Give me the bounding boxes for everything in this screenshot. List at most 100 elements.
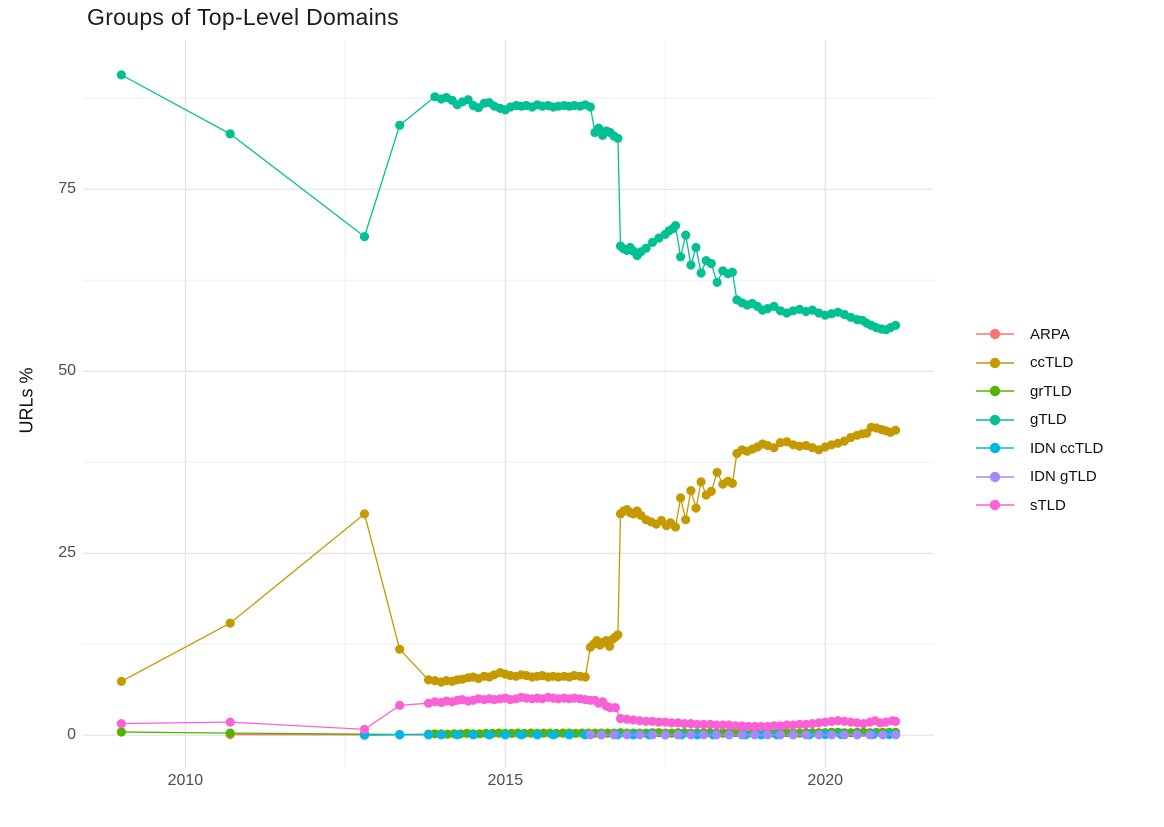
data-point-gtld: [116, 70, 126, 80]
legend-key-dot: [989, 471, 1001, 482]
legend-key-dot: [989, 329, 1001, 340]
data-point-stld: [654, 717, 664, 727]
data-point-stld: [711, 720, 722, 730]
legend-key-icon: [976, 329, 1014, 340]
data-point-idn-cctld: [484, 730, 494, 740]
data-point-gtld: [712, 277, 722, 287]
data-point-gtld: [585, 102, 596, 112]
data-point-idn-cctld: [423, 730, 434, 740]
legend-key-dot: [989, 357, 1001, 368]
data-point-stld: [692, 719, 702, 729]
data-point-stld: [359, 724, 370, 735]
data-point-idn-gtld: [788, 730, 798, 740]
legend-label: gTLD: [1030, 411, 1067, 429]
data-point-idn-gtld: [699, 730, 709, 740]
y-tick-label-0: 0: [67, 726, 76, 744]
data-point-stld: [750, 721, 760, 732]
data-point-cctld: [605, 641, 615, 652]
data-point-idn-gtld: [724, 730, 734, 740]
data-point-stld: [641, 716, 651, 727]
legend-key-dot: [989, 386, 1001, 397]
data-point-idn-gtld: [878, 730, 888, 740]
data-point-gtld: [359, 232, 370, 242]
data-point-idn-gtld: [750, 730, 760, 740]
data-point-cctld: [676, 493, 686, 503]
data-point-idn-gtld: [827, 730, 837, 740]
data-point-gtld: [647, 237, 658, 247]
legend-label: IDN ccTLD: [1030, 439, 1104, 457]
data-point-idn-gtld: [622, 730, 632, 740]
data-point-gtld: [891, 320, 901, 330]
legend: ARPA ccTLD grTLD gTLD IDN ccTLD IDN gTLD sTLD: [976, 320, 1103, 520]
data-point-cctld: [712, 467, 722, 477]
series-cctld: [116, 422, 901, 687]
legend-key-dot: [989, 414, 1001, 425]
data-point-idn-gtld: [596, 730, 606, 740]
data-point-cctld: [681, 515, 691, 525]
y-tick-label-75: 75: [58, 180, 76, 198]
data-point-stld: [679, 719, 690, 729]
legend-label: IDN gTLD: [1030, 468, 1097, 486]
data-point-stld: [769, 721, 779, 731]
data-point-idn-gtld: [814, 730, 824, 740]
x-tick-label-2020: 2020: [807, 772, 844, 789]
legend-key-icon: [976, 471, 1014, 482]
data-point-idn-gtld: [660, 730, 670, 740]
data-point-gtld: [686, 260, 696, 270]
data-point-idn-cctld: [468, 730, 478, 740]
data-point-idn-gtld: [635, 730, 645, 740]
data-point-cctld: [769, 443, 779, 453]
data-point-cctld: [706, 486, 716, 496]
data-point-gtld: [696, 268, 706, 278]
data-point-gtld: [641, 243, 651, 253]
data-point-cctld: [613, 630, 623, 640]
data-point-stld: [699, 719, 709, 729]
data-point-gtld: [676, 252, 686, 262]
data-point-gtld: [395, 120, 405, 130]
chart-title: Groups of Top-Level Domains: [87, 4, 399, 30]
data-point-idn-gtld: [686, 730, 696, 740]
legend-key-dot: [989, 443, 1001, 454]
data-point-stld: [782, 720, 792, 730]
data-point-idn-gtld: [839, 730, 850, 740]
data-point-cctld: [225, 618, 235, 628]
legend-key-icon: [976, 500, 1014, 511]
data-point-stld: [731, 721, 741, 731]
data-point-idn-gtld: [647, 730, 658, 740]
data-point-stld: [395, 700, 405, 711]
legend-item-idn-gtld: IDN gTLD: [976, 463, 1103, 492]
data-point-gtld: [613, 133, 623, 143]
legend-item-idn-cctld: IDN ccTLD: [976, 434, 1103, 463]
data-point-idn-gtld: [852, 730, 862, 740]
data-point-gtld: [670, 221, 681, 231]
series-stld: [116, 692, 901, 735]
data-point-gtld: [727, 267, 738, 277]
legend-key-dot: [989, 500, 1001, 511]
data-point-idn-gtld: [711, 730, 722, 740]
legend-key-icon: [976, 386, 1014, 397]
data-point-stld: [756, 721, 766, 732]
legend-key-icon: [976, 443, 1014, 454]
data-point-stld: [610, 703, 621, 713]
data-point-stld: [891, 716, 901, 727]
data-point-cctld: [696, 477, 706, 487]
data-point-gtld: [681, 230, 691, 240]
data-point-gtld: [769, 301, 779, 311]
legend-item-cctld: ccTLD: [976, 349, 1103, 378]
data-point-stld: [667, 718, 677, 728]
y-tick-label-25: 25: [58, 544, 76, 562]
series-idn-gtld: [585, 730, 901, 740]
data-point-gtld: [691, 242, 701, 253]
data-point-grtld: [116, 727, 126, 737]
data-point-idn-cctld: [452, 730, 462, 740]
data-point-cctld: [395, 644, 405, 654]
data-point-cctld: [891, 425, 901, 435]
data-point-cctld: [580, 672, 590, 682]
data-point-cctld: [686, 486, 696, 496]
data-point-idn-cctld: [436, 730, 446, 740]
legend-item-grtld: grTLD: [976, 377, 1103, 406]
data-point-idn-gtld: [763, 730, 773, 740]
data-point-stld: [718, 720, 728, 730]
data-point-cctld: [116, 676, 126, 687]
